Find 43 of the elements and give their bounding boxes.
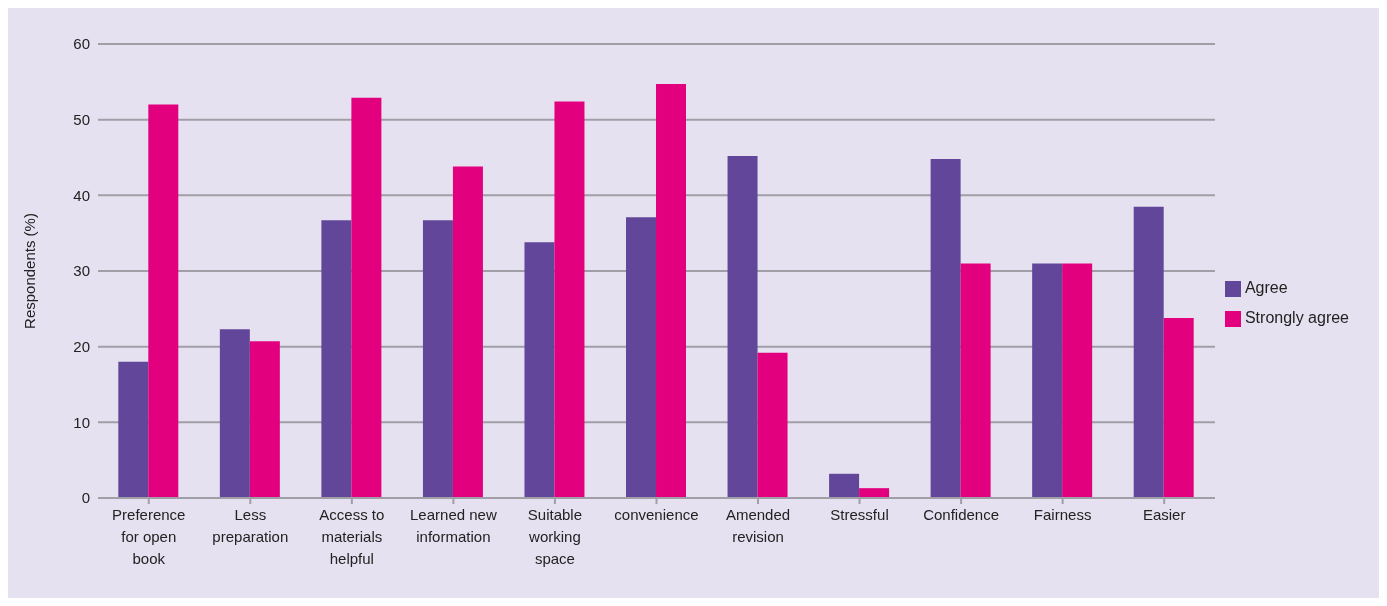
- bar: [1163, 317, 1194, 498]
- y-tick-label: 40: [73, 186, 90, 204]
- x-tick-label: convenience: [614, 506, 699, 523]
- bar: [1133, 206, 1164, 498]
- bar: [757, 352, 788, 498]
- y-tick-label: 50: [73, 110, 90, 128]
- bar: [859, 488, 890, 498]
- legend-label: Agree: [1244, 279, 1288, 296]
- bar: [727, 155, 758, 498]
- x-tick-label: Learned new information: [410, 506, 497, 545]
- bar: [554, 101, 585, 498]
- bar: [1062, 263, 1093, 498]
- bar: [960, 263, 991, 498]
- x-tick-label: Stressful: [830, 506, 889, 523]
- bar: [422, 220, 453, 498]
- y-tick-label: 30: [73, 262, 90, 280]
- x-tick-label: Easier: [1142, 506, 1186, 523]
- y-axis-title: Respondents (%): [21, 213, 39, 329]
- bar: [249, 341, 280, 498]
- x-tick-label: Amended revision: [725, 506, 791, 545]
- y-tick-label: 10: [73, 413, 90, 431]
- x-tick-label: Fairness: [1033, 506, 1092, 523]
- bar: [1032, 263, 1063, 498]
- bar: [321, 220, 352, 498]
- bar: [930, 159, 961, 498]
- y-tick-label: 20: [73, 337, 90, 355]
- legend-label: Strongly agree: [1244, 309, 1349, 326]
- y-tick-label: 60: [73, 35, 90, 53]
- x-tick-label: Access to materials helpful: [319, 506, 385, 567]
- x-tick-label: Less preparation: [212, 506, 289, 545]
- bar: [351, 97, 382, 498]
- bar: [626, 217, 657, 498]
- x-tick-label: Suitable working space: [527, 506, 583, 567]
- bar: [656, 84, 687, 498]
- y-tick-label: 0: [81, 489, 90, 507]
- bar: [118, 361, 149, 498]
- bar: [524, 242, 555, 498]
- x-tick-label: Confidence: [923, 506, 1000, 523]
- bar: [452, 166, 483, 498]
- bar: [148, 104, 179, 498]
- bar: [829, 473, 860, 498]
- x-tick-label: Preference for open book: [112, 506, 186, 567]
- bar: [219, 329, 250, 498]
